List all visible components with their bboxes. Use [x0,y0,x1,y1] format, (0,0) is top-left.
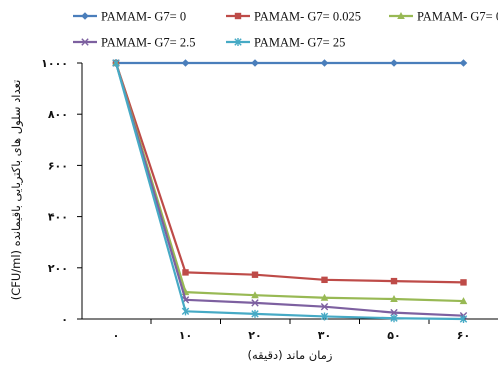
y-tick-label: ۱۰۰۰ [41,57,68,70]
series-2 [112,59,468,305]
data-point [320,303,329,311]
axes [81,63,498,320]
data-point [320,59,329,67]
y-axis-label: (CFU/ml) تعداد سلول های باکتریایی باقیما… [9,80,24,301]
data-point [112,59,120,67]
data-point [181,307,190,316]
x-ticks: ۰ ۱۰ ۲۰ ۳۰ ۵۰ ۶۰ [113,319,470,342]
legend-label: PAMAM- G7= 2.5 [101,36,195,50]
data-point [459,297,468,305]
data-point [182,269,189,276]
legend-item: PAMAM- G7= 25 [226,36,345,50]
series-line [114,62,464,284]
y-tick-label: ۲۰۰ [48,262,68,275]
x-tick-label: ۵۰ [387,329,400,342]
y-tick-label: ۶۰۰ [48,159,68,172]
data-point [81,12,89,20]
series-0 [112,59,468,67]
legend-label: PAMAM- G7= 0 [101,10,186,24]
legend-item: PAMAM- G7= 0.25 [389,10,498,24]
data-point [390,308,398,317]
data-point [321,276,328,284]
data-point [251,291,259,299]
data-point [251,309,259,318]
legend-label: PAMAM- G7= 25 [254,36,345,50]
data-point [390,295,398,303]
data-point [181,59,190,67]
series-line [114,62,464,321]
series-3 [112,59,468,320]
x-tick-label: ۳۰ [318,329,331,342]
y-ticks: ۰ ۲۰۰ ۴۰۰ ۶۰۰ ۸۰۰ ۱۰۰۰ [41,57,82,326]
x-tick-label: ۱۰ [179,329,192,342]
data-point [460,279,467,286]
data-point [459,315,468,323]
data-point [251,59,259,67]
series-line [114,62,464,303]
series-1 [112,59,467,286]
data-point [390,59,398,67]
data-point [234,12,242,20]
y-tick-label: ۸۰۰ [48,108,68,121]
legend-item: PAMAM- G7= 2.5 [73,36,195,50]
data-point [320,293,329,301]
legend-label: PAMAM- G7= 0.25 [417,10,498,24]
data-point [234,38,242,46]
legend-item: PAMAM- G7= 0.025 [226,10,361,24]
data-point [251,271,259,278]
data-point [390,314,398,323]
data-point [459,59,468,67]
data-point [397,12,405,19]
x-tick-label: ۲۰ [248,329,261,342]
series-line [114,62,464,317]
legend-label: PAMAM- G7= 0.025 [254,10,361,24]
legend: PAMAM- G7= 0 PAMAM- G7= 0.025 PAMAM- G7= 0… [73,10,498,50]
y-tick-label: ۴۰۰ [48,211,68,224]
series-layer [112,59,468,323]
data-point [81,38,89,46]
data-point [251,299,259,307]
data-point [320,312,329,321]
data-point [390,277,398,285]
x-tick-label: ۶۰ [457,329,470,342]
series-4 [112,59,468,323]
x-tick-label: ۰ [113,329,120,342]
x-axis-label: زمان ماند (دقیقه) [248,348,333,363]
y-tick-label: ۰ [61,313,68,326]
legend-item: PAMAM- G7= 0 [73,10,186,24]
